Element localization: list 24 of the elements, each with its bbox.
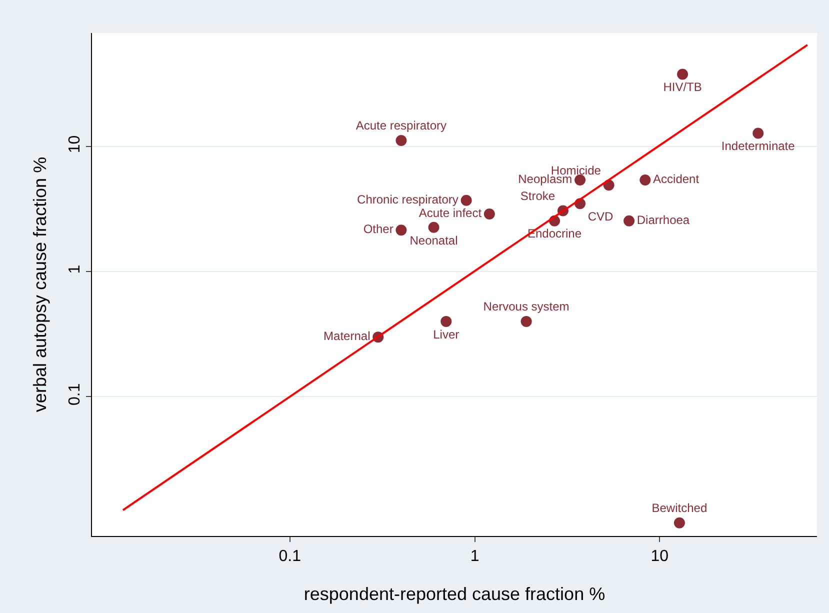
series-label: Indeterminate — [721, 139, 796, 154]
x-tick-label: 10 — [650, 548, 669, 566]
series-label: Acute respiratory — [356, 118, 447, 133]
x-axis-title: respondent-reported cause fraction % — [304, 584, 606, 604]
series-label: CVD — [588, 210, 614, 224]
y-tick-label: 1 — [66, 264, 84, 274]
y-axis-title: verbal autopsy cause fraction % — [30, 156, 50, 412]
series-label: Nervous system — [483, 300, 570, 314]
x-tick-label: 0.1 — [278, 548, 302, 566]
series-label: Diarrhoea — [636, 212, 690, 227]
series-label: Endocrine — [527, 226, 582, 241]
series-label: Other — [363, 222, 394, 236]
series-label: Liver — [433, 327, 460, 342]
y-tick-label: 0.1 — [66, 383, 84, 406]
x-tick-label: 1 — [470, 548, 480, 566]
series-label: Bewitched — [652, 501, 708, 516]
series-label: Maternal — [324, 329, 370, 344]
series-label: Neonatal — [410, 233, 458, 248]
series-label: HIV/TB — [663, 80, 702, 94]
series-label: Acute infect — [418, 206, 482, 220]
series-label: Chronic respiratory — [357, 192, 458, 206]
series-label: Stroke — [520, 188, 556, 203]
series-label: Accident — [653, 172, 700, 186]
y-tick-label: 10 — [66, 135, 84, 154]
